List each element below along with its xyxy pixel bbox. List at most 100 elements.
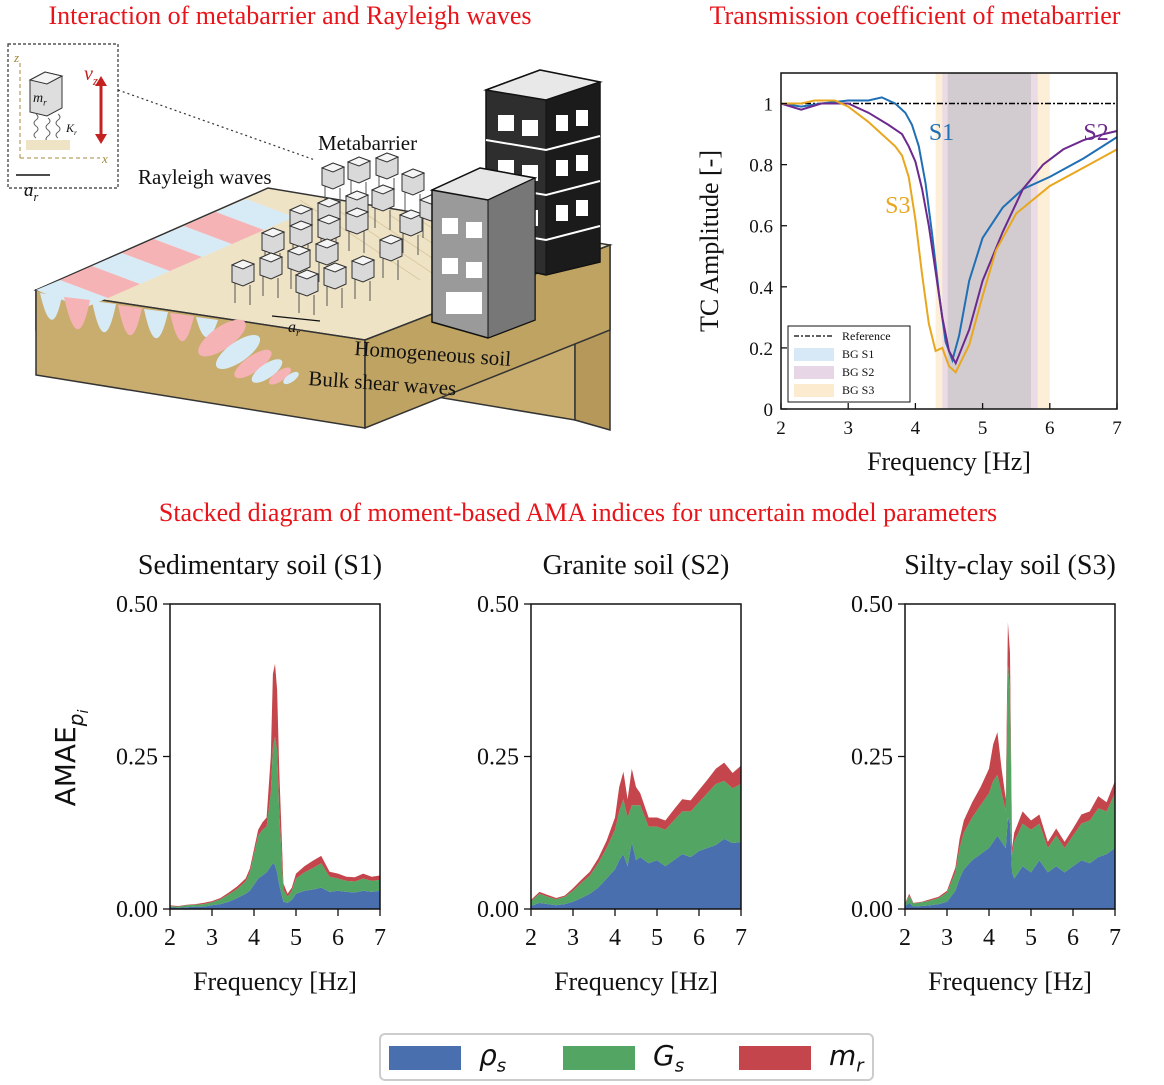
panel-s3-x-tick-label: 2 — [899, 925, 911, 951]
tc-band-overlap — [947, 73, 1031, 409]
panel-s2-x-tick-label: 5 — [651, 925, 663, 951]
panel-s3-x-tick-label: 5 — [1025, 925, 1037, 951]
resonator — [378, 234, 404, 280]
legend-label-mr: mr — [829, 1039, 864, 1077]
resonator — [374, 152, 400, 198]
panel-s2-y-tick-label: 0.00 — [477, 897, 519, 923]
panel-s3-x-tick-label: 4 — [983, 925, 995, 951]
grey-building — [429, 167, 538, 339]
illustration-title: Interaction of metabarrier and Rayleigh … — [49, 1, 532, 30]
panel-s2-x-tick-label: 7 — [735, 925, 747, 951]
panel-s3-y-tick-label: 0.25 — [851, 745, 893, 771]
panel-s1-x-label: Frequency [Hz] — [193, 967, 357, 996]
panel-s1-area-rho-s — [170, 863, 380, 909]
panel-s3-area-g-s — [905, 665, 1115, 907]
legend-label-gs: Gs — [653, 1039, 685, 1077]
resonator — [398, 209, 424, 255]
metabarrier-illustration: z x mr Kr vz ar Metabarrier Rayleigh wav… — [7, 43, 613, 431]
bulk-shear-ellipses — [198, 319, 299, 385]
tc-x-tick-label: 2 — [776, 418, 786, 439]
tc-legend-swatch — [794, 384, 834, 397]
inset-leader-line — [117, 89, 316, 161]
resonator — [320, 162, 346, 208]
tc-x-ticks: 2 3 4 5 6 7 — [776, 403, 1122, 439]
tc-legend-label: BG S2 — [842, 365, 874, 379]
tc-legend-swatch — [794, 366, 834, 379]
panel-s3-y-tick-label: 0.00 — [851, 897, 893, 923]
panel-s1-x-tick-label: 5 — [290, 925, 302, 951]
tc-legend-label: BG S1 — [842, 347, 874, 361]
inset-spring-label: Kr — [65, 121, 78, 137]
panel-s1-x-tick-label: 3 — [206, 925, 218, 951]
legend-label-rho: ρs — [479, 1039, 507, 1077]
tc-series-s2 — [780, 102, 1118, 366]
tc-y-tick-label: 0 — [764, 400, 774, 421]
resonator — [350, 255, 376, 301]
inset-mass-label: mr — [33, 91, 47, 108]
legend-swatch-rho — [389, 1046, 461, 1070]
inset-velocity-label: vz — [84, 63, 98, 88]
resonator — [322, 262, 348, 308]
resonator — [286, 245, 312, 291]
tc-x-tick-label: 3 — [843, 418, 853, 439]
tc-y-tick-label: 0.2 — [749, 339, 773, 360]
panel-s3-x-tick-label: 7 — [1109, 925, 1121, 951]
tc-legend: Reference BG S1 BG S2 BG S3 — [787, 325, 911, 403]
spacing-arrow — [271, 315, 321, 322]
panel-s1-title: Sedimentary soil (S1) — [138, 550, 382, 581]
panel-s3-title: Silty-clay soil (S3) — [904, 550, 1116, 581]
panel-s1-x-tick-label: 6 — [332, 925, 344, 951]
panel-s3-x-tick-label: 3 — [941, 925, 953, 951]
tc-x-tick-label: 4 — [911, 418, 921, 439]
tc-legend-label: Reference — [842, 329, 891, 343]
stacked-y-axis-label: AMAEpi — [49, 710, 92, 807]
panel-s1-y-tick-label: 0.00 — [116, 897, 158, 923]
tc-annotation-s1: S1 — [929, 120, 954, 146]
panel-s1-x-tick-label: 2 — [164, 925, 176, 951]
legend-item-rho: ρs — [389, 1039, 506, 1077]
resonator — [344, 207, 370, 253]
stacked-section-title: Stacked diagram of moment-based AMA indi… — [159, 498, 997, 527]
tc-plot-frame — [780, 72, 1118, 410]
tc-legend-label: BG S3 — [842, 383, 874, 397]
tc-annotation-s3: S3 — [885, 193, 910, 219]
panel-s2-area-m-r — [531, 762, 741, 902]
panel-s1-x-tick-label: 4 — [248, 925, 260, 951]
panel-s2-x-tick-label: 6 — [693, 925, 705, 951]
panel-s3-x-label: Frequency [Hz] — [928, 967, 1092, 996]
tc-chart: 2 3 4 5 6 7 0 0.2 0.4 0.6 0.8 1 S1 S2 S3 Frequency [… — [695, 72, 1122, 476]
inset-z-label: z — [13, 50, 19, 65]
panel-s3-x-tick-label: 6 — [1067, 925, 1079, 951]
resonator — [230, 259, 256, 305]
tc-annotations: S1 S2 S3 — [885, 120, 1109, 219]
tc-x-tick-label: 5 — [978, 418, 988, 439]
legend-swatch-gs — [563, 1046, 635, 1070]
panel-s1-area-m-r — [170, 663, 380, 907]
tc-series-s3 — [781, 99, 1118, 374]
panel-s2: 2 3 4 5 6 7 0.00 0.25 0.50 — [477, 592, 747, 951]
tc-x-tick-label: 6 — [1045, 418, 1055, 439]
tc-legend-swatch — [794, 348, 834, 361]
panel-s2-area-rho-s — [531, 838, 741, 909]
panel-s2-area-g-s — [531, 780, 741, 906]
tc-x-tick-label: 7 — [1112, 418, 1122, 439]
tc-x-axis-label: Frequency [Hz] — [867, 447, 1031, 476]
resonator — [258, 252, 284, 298]
resonator — [294, 269, 320, 315]
panel-s2-x-tick-label: 4 — [609, 925, 621, 951]
tc-y-tick-label: 0.4 — [749, 278, 773, 299]
tc-series-lines — [780, 96, 1118, 374]
panel-s3-area-rho-s — [905, 817, 1115, 909]
tc-y-ticks: 0 0.2 0.4 0.6 0.8 1 — [749, 95, 787, 421]
spacing-label: ar — [288, 319, 301, 339]
metabarrier-label: Metabarrier — [318, 131, 417, 155]
inset-resonator — [16, 62, 107, 176]
stacked-y-label-text: AMAEpi — [49, 710, 92, 807]
legend-item-mr: mr — [739, 1039, 864, 1077]
rayleigh-waves-label: Rayleigh waves — [138, 165, 272, 189]
tc-series-s1 — [780, 96, 1118, 364]
panel-s2-title: Granite soil (S2) — [543, 550, 730, 581]
panel-s2-y-tick-label: 0.25 — [477, 745, 519, 771]
resonator — [400, 168, 426, 214]
panel-s2-x-tick-label: 3 — [567, 925, 579, 951]
